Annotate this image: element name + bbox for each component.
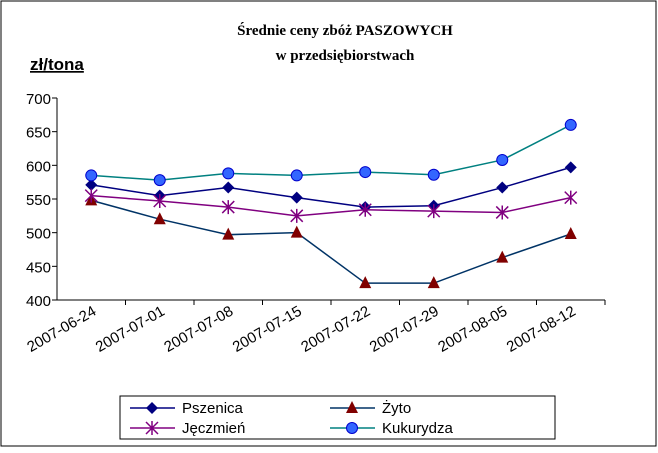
y-tick-label: 600 xyxy=(26,158,51,175)
marker xyxy=(359,276,372,289)
chart-subtitle: w przedsiębiorstwach xyxy=(276,48,415,64)
marker xyxy=(290,169,303,182)
marker xyxy=(495,205,509,220)
series-line xyxy=(91,124,572,181)
chart-title: Średnie ceny zbóż PASZOWYCH xyxy=(237,22,453,39)
legend-label: Jęczmień xyxy=(182,420,245,437)
marker xyxy=(496,250,509,263)
marker xyxy=(84,188,98,203)
marker xyxy=(564,161,577,174)
marker xyxy=(85,178,98,191)
series-line xyxy=(91,166,571,208)
marker xyxy=(146,402,158,414)
series-line xyxy=(91,199,571,284)
legend-label: Kukurydza xyxy=(382,420,454,437)
y-axis-label: zł/tona xyxy=(30,55,84,74)
marker xyxy=(85,169,98,182)
marker xyxy=(153,194,167,209)
y-tick-label: 650 xyxy=(26,125,51,142)
marker xyxy=(359,166,372,179)
marker xyxy=(496,153,509,166)
marker xyxy=(427,204,441,219)
marker xyxy=(222,167,235,180)
marker xyxy=(290,225,303,238)
y-tick-label: 450 xyxy=(26,259,51,276)
marker xyxy=(346,401,358,413)
y-tick-label: 550 xyxy=(26,192,51,209)
marker xyxy=(222,227,235,240)
marker xyxy=(222,181,235,194)
legend xyxy=(119,395,556,440)
marker xyxy=(564,118,577,131)
legend-label: Żyto xyxy=(382,399,411,417)
marker xyxy=(564,190,578,205)
y-tick-label: 500 xyxy=(26,226,51,243)
marker xyxy=(496,181,509,194)
marker xyxy=(153,212,166,225)
y-tick-label: 400 xyxy=(26,293,51,310)
marker xyxy=(564,227,577,240)
marker xyxy=(290,191,303,204)
marker xyxy=(221,200,235,215)
marker xyxy=(153,174,166,187)
marker xyxy=(358,202,372,217)
series-line xyxy=(91,194,571,217)
marker xyxy=(290,208,304,223)
marker xyxy=(145,421,159,435)
y-tick-label: 700 xyxy=(26,91,51,108)
marker xyxy=(346,422,358,434)
marker xyxy=(427,168,440,181)
marker xyxy=(427,276,440,289)
legend-label: Pszenica xyxy=(182,400,244,417)
